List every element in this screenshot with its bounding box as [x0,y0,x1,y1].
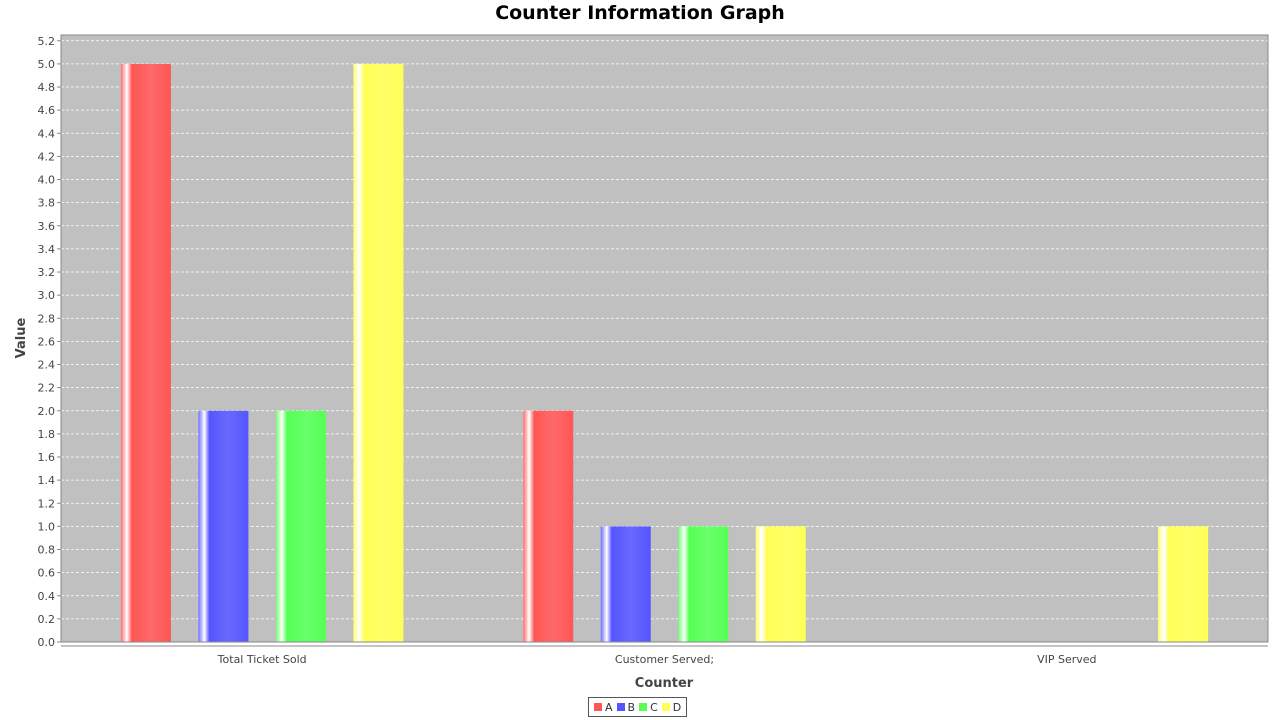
y-tick-label: 0.2 [38,613,56,626]
y-tick-label: 2.8 [38,312,56,325]
axes [57,34,1269,647]
y-tick-label: 3.2 [38,266,56,279]
plot-border [60,34,1269,643]
x-tick-label: Customer Served; [615,653,714,666]
legend-label: D [672,700,682,714]
legend-swatch [594,703,602,711]
y-tick-labels: 0.0 0.2 0.4 0.6 0.8 1.0 1.2 1.4 1.6 1.8 2.0 2.2 2.4 2… [38,35,56,649]
y-tick-label: 0.6 [38,567,56,580]
bar-d-2 [1158,526,1209,642]
bar-c-1 [678,526,729,642]
y-axis-label: Value [14,317,29,358]
bar-c-0 [275,410,326,642]
y-tick-label: 2.0 [38,405,56,418]
legend-item-b: B [616,700,636,714]
y-tick-label: 2.6 [38,335,56,348]
legend-item-d: D [661,700,682,714]
y-tick-label: 0.8 [38,544,56,557]
y-tick-label: 1.6 [38,451,56,464]
y-tick-label: 2.2 [38,382,56,395]
y-tick-label: 4.6 [38,104,56,117]
bars [120,63,1209,642]
y-tick-label: 4.2 [38,150,56,163]
bar-a-1 [523,410,574,642]
legend-swatch [639,703,648,711]
bar-b-0 [198,410,249,642]
bar-d-0 [353,63,404,642]
x-tick-labels: Total Ticket Sold Customer Served; VIP Ser… [217,653,1097,666]
x-axis-label: Counter [635,676,694,691]
y-tick-label: 3.4 [38,243,56,256]
y-tick-label: 3.8 [38,197,56,210]
y-tick-label: 4.8 [38,81,56,94]
legend-item-c: C [639,701,658,714]
x-tick-label: Total Ticket Sold [217,653,307,666]
legend-label: B [627,700,636,714]
plot-area [61,35,1268,642]
y-tick-label: 4.4 [38,127,56,140]
y-tick-label: 5.0 [38,58,56,71]
y-tick-label: 1.4 [38,474,56,487]
y-tick-label: 0.4 [38,590,56,603]
chart-title: Counter Information Graph [495,2,785,24]
y-tick-label: 2.4 [38,359,56,372]
y-tick-label: 3.6 [38,220,56,233]
y-tick-label: 1.2 [38,497,56,510]
legend-item-a: A [594,701,613,714]
y-tick-label: 1.0 [38,520,56,533]
bar-d-1 [755,526,806,642]
bar-b-1 [600,526,651,642]
y-tick-label: 0.0 [38,636,56,649]
legend-label: C [650,700,658,714]
y-tick-label: 1.8 [38,428,56,441]
y-tick-label: 4.0 [38,174,56,187]
bar-a-0 [120,63,171,642]
legend-label: A [605,700,613,714]
legend-swatch [616,703,625,711]
y-tick-label: 5.2 [38,35,56,48]
legend-swatch [661,703,670,711]
y-tick-label: 3.0 [38,289,56,302]
x-tick-label: VIP Served [1037,653,1096,666]
